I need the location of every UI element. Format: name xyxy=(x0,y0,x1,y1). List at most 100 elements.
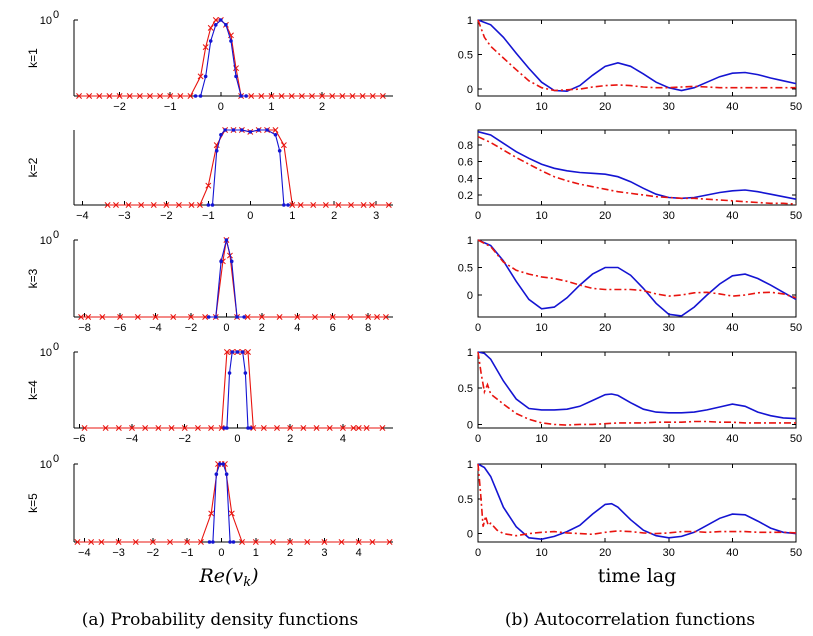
y-tick-exponent: 0 xyxy=(53,229,59,241)
red-series-line xyxy=(477,135,797,205)
dot-marker xyxy=(219,18,223,22)
x-marker xyxy=(319,93,326,99)
x-tick-label: −4 xyxy=(78,547,91,559)
x-marker xyxy=(365,314,372,320)
x-marker xyxy=(76,93,83,99)
caption-right: (b) Autocorrelation functions xyxy=(505,610,755,630)
x-tick-label: 1 xyxy=(289,210,295,222)
red-series-line xyxy=(84,351,383,429)
x-marker xyxy=(300,425,307,431)
x-tick-label: 30 xyxy=(663,433,675,445)
axes-box xyxy=(477,239,797,318)
x-marker xyxy=(202,314,209,320)
dot-marker xyxy=(214,472,219,476)
dot-marker xyxy=(206,315,211,319)
x-marker xyxy=(116,93,123,99)
red-series-line xyxy=(477,239,797,299)
red-series-line xyxy=(477,463,797,537)
x-marker xyxy=(252,539,259,545)
dot-marker xyxy=(243,371,248,375)
y-tick-exponent: 0 xyxy=(53,453,59,465)
red-series-line xyxy=(477,19,796,92)
x-marker xyxy=(184,539,191,545)
dot-marker xyxy=(203,74,208,79)
x-marker xyxy=(350,425,357,431)
x-tick-label: 0 xyxy=(475,433,481,445)
x-marker xyxy=(228,510,235,517)
x-tick-label: 2 xyxy=(287,547,293,559)
x-marker xyxy=(149,539,156,545)
dot-marker xyxy=(277,148,282,153)
x-marker xyxy=(155,425,162,431)
dot-marker xyxy=(213,315,218,319)
x-tick-label: 0 xyxy=(475,547,481,559)
x-tick-label: 0 xyxy=(234,433,240,445)
plot-panel: −8 −6 −4 −2 0 2 4 6 810 0 xyxy=(40,229,393,334)
dot-marker xyxy=(217,462,222,466)
x-marker xyxy=(129,425,135,431)
x-marker xyxy=(310,202,317,208)
x-marker xyxy=(360,202,367,208)
y-tick-label: 1 xyxy=(467,347,473,359)
dot-marker xyxy=(235,315,239,319)
x-marker xyxy=(268,93,275,99)
x-tick-label: 30 xyxy=(663,101,675,113)
dot-marker xyxy=(193,94,198,98)
row-label: k=2 xyxy=(26,157,40,177)
blue-series-line xyxy=(208,239,245,318)
x-marker xyxy=(167,93,174,99)
x-tick-label: −4 xyxy=(76,210,89,222)
y-tick-label: 0.6 xyxy=(458,157,473,169)
x-tick-label: −4 xyxy=(149,322,162,334)
blue-series-line xyxy=(477,19,797,93)
x-marker xyxy=(74,539,81,545)
x-tick-label: −2 xyxy=(160,210,173,222)
y-tick-label: 0.4 xyxy=(458,173,473,185)
dot-marker xyxy=(224,23,228,27)
x-marker xyxy=(106,93,113,99)
y-tick-label: 10 xyxy=(40,15,52,27)
x-marker xyxy=(363,425,370,431)
x-marker xyxy=(329,314,336,320)
x-tick-label: 2 xyxy=(287,433,293,445)
x-tick-label: 40 xyxy=(726,101,738,113)
x-marker xyxy=(85,314,92,320)
x-marker xyxy=(134,314,141,320)
y-tick-label: 0 xyxy=(467,84,473,96)
plot-panel: 0 10 20 30 40 50 0.2 0.4 0.6 0.8 xyxy=(458,129,802,222)
x-marker xyxy=(208,510,215,517)
x-tick-label: 0 xyxy=(475,101,481,113)
y-tick-label: 1 xyxy=(467,15,473,27)
blue-series-line xyxy=(477,239,797,317)
x-marker xyxy=(81,425,88,431)
x-tick-label: 1 xyxy=(268,101,274,113)
x-marker xyxy=(208,425,215,431)
blue-series-line xyxy=(477,463,797,541)
y-tick-label: 0 xyxy=(467,290,473,302)
x-marker xyxy=(258,93,265,99)
x-marker xyxy=(386,539,393,545)
y-tick-label: 0.5 xyxy=(458,383,473,395)
y-tick-label: 10 xyxy=(40,235,52,247)
x-tick-label: −2 xyxy=(113,101,126,113)
x-tick-label: −2 xyxy=(147,547,160,559)
x-marker xyxy=(197,539,204,545)
x-marker xyxy=(205,182,212,189)
row-label: k=1 xyxy=(26,48,40,68)
caption-left: (a) Probability density functions xyxy=(82,610,358,630)
x-marker xyxy=(374,314,381,320)
x-tick-label: 50 xyxy=(790,322,802,334)
x-marker xyxy=(288,93,295,99)
x-marker xyxy=(379,425,386,431)
dot-marker xyxy=(229,39,233,43)
x-marker xyxy=(297,202,304,208)
x-marker xyxy=(136,93,143,99)
x-tick-label: 40 xyxy=(726,433,738,445)
x-tick-label: −6 xyxy=(114,322,127,334)
x-tick-label: 50 xyxy=(790,101,802,113)
y-tick-label: 1 xyxy=(467,235,473,247)
x-tick-label: 4 xyxy=(294,322,300,334)
plot-panel: −2 −1 0 1 210 0 xyxy=(40,9,393,113)
x-tick-label: 30 xyxy=(663,547,675,559)
dot-marker xyxy=(244,94,248,98)
